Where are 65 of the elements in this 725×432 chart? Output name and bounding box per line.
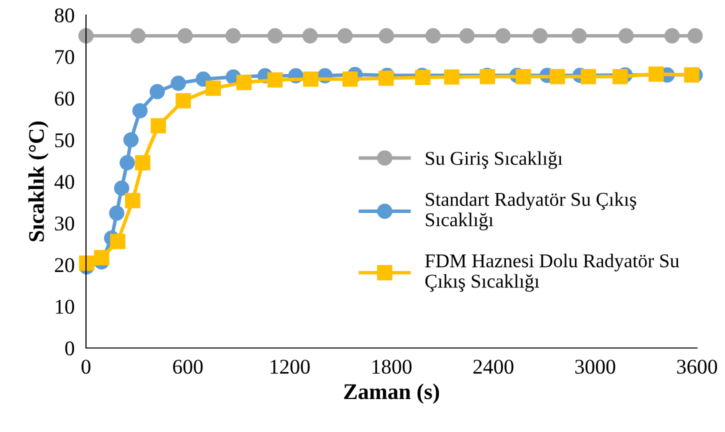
point xyxy=(612,68,628,84)
point xyxy=(495,28,511,44)
point xyxy=(687,28,703,44)
point xyxy=(114,180,130,196)
point xyxy=(226,28,241,44)
point xyxy=(302,28,318,44)
x-axis-title: Zaman (s) xyxy=(344,384,439,404)
point xyxy=(125,193,140,208)
point xyxy=(177,28,193,44)
point xyxy=(236,74,252,90)
y-tick-label: 0 xyxy=(65,341,74,356)
legend-label: Su Giriş Sıcaklığı xyxy=(426,151,562,169)
point xyxy=(532,28,548,44)
y-tick-label: 10 xyxy=(56,300,74,314)
point xyxy=(444,69,460,85)
point xyxy=(648,66,664,82)
y-tick-label: 20 xyxy=(54,258,74,272)
point xyxy=(378,28,394,44)
point xyxy=(684,67,700,83)
point xyxy=(150,118,166,134)
y-tick-label: 70 xyxy=(55,50,74,64)
point xyxy=(664,28,680,44)
x-tick-label: 3600 xyxy=(677,360,718,374)
point xyxy=(550,68,565,84)
point xyxy=(170,76,186,91)
x-tick-label: 3000 xyxy=(575,360,616,374)
point xyxy=(206,80,221,96)
point xyxy=(150,84,165,100)
y-tick-label: 80 xyxy=(54,8,74,22)
point xyxy=(337,28,353,44)
point xyxy=(415,70,430,86)
y-tick-label: 30 xyxy=(55,216,74,231)
point xyxy=(618,28,634,44)
legend-label: Standart Radyatör Su Çıkış Sıcaklığı xyxy=(426,192,636,230)
point xyxy=(78,28,94,44)
point xyxy=(135,155,150,170)
point xyxy=(378,70,394,86)
point xyxy=(459,28,475,44)
x-tick-label: 1800 xyxy=(372,360,412,374)
point xyxy=(110,234,126,250)
y-tick-label: 60 xyxy=(54,92,74,106)
point xyxy=(516,68,532,84)
point xyxy=(130,28,146,44)
x-tick-label: 1200 xyxy=(270,360,310,374)
point xyxy=(580,68,596,84)
point xyxy=(123,132,139,148)
point xyxy=(571,28,587,44)
y-axis-title: Sıcaklık (°C) xyxy=(28,122,48,242)
legend-label: FDM Haznesi Dolu Radyatör Su Çıkış Sıcaklığı xyxy=(425,254,680,292)
point xyxy=(132,103,148,118)
x-tick-label: 600 xyxy=(173,360,203,374)
point xyxy=(109,205,124,221)
point xyxy=(176,93,191,108)
y-tick-label: 40 xyxy=(54,174,74,189)
point xyxy=(342,71,358,87)
point xyxy=(79,255,94,271)
point xyxy=(425,28,441,44)
point xyxy=(303,71,318,87)
x-tick-label: 0 xyxy=(82,360,90,374)
y-tick-label: 50 xyxy=(55,133,74,148)
point xyxy=(94,250,110,266)
point xyxy=(120,155,135,170)
x-tick-label: 2400 xyxy=(473,360,514,374)
point xyxy=(267,28,283,44)
point xyxy=(267,72,283,88)
